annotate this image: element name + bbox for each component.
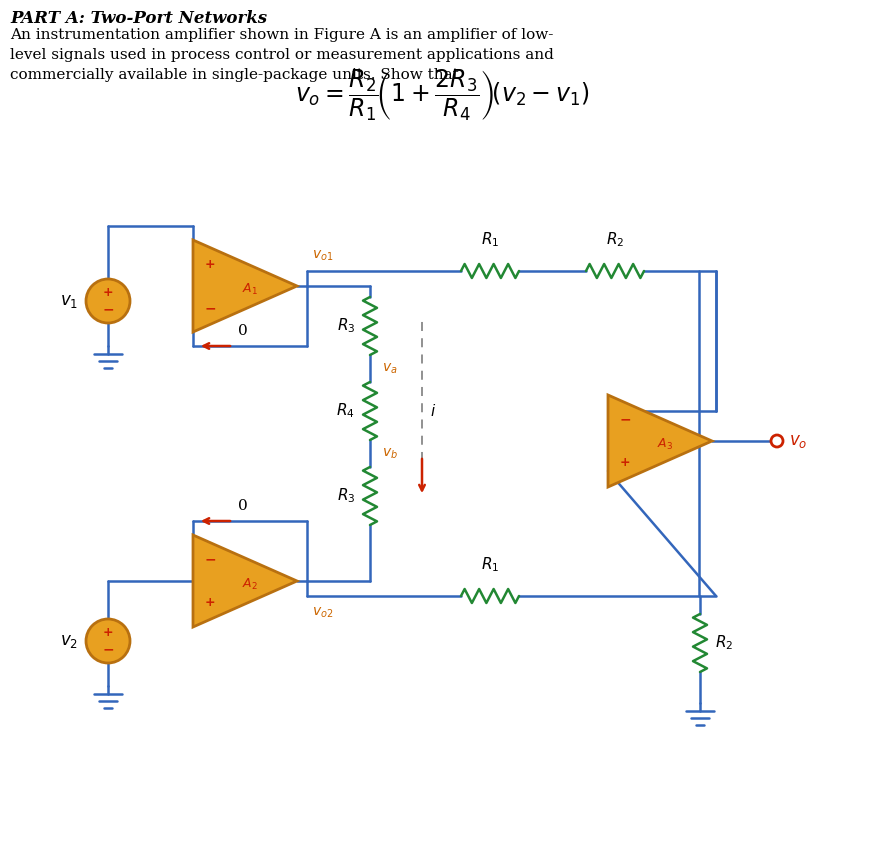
Text: PART A: Two-Port Networks: PART A: Two-Port Networks: [10, 10, 267, 27]
Text: An instrumentation amplifier shown in Figure A is an amplifier of low-: An instrumentation amplifier shown in Fi…: [10, 28, 553, 42]
Polygon shape: [193, 535, 297, 627]
Text: $R_3$: $R_3$: [336, 486, 355, 505]
Text: $v_{o1}$: $v_{o1}$: [312, 249, 334, 263]
Text: $R_1$: $R_1$: [481, 230, 499, 249]
Polygon shape: [193, 240, 297, 332]
Circle shape: [86, 279, 130, 323]
Text: $v_{o2}$: $v_{o2}$: [312, 606, 334, 621]
Text: $v_2$: $v_2$: [60, 633, 78, 649]
Text: $R_2$: $R_2$: [606, 230, 624, 249]
Text: $i$: $i$: [430, 403, 436, 419]
Text: $A_3$: $A_3$: [657, 437, 673, 451]
Text: $R_2$: $R_2$: [715, 634, 734, 653]
Text: +: +: [204, 257, 215, 270]
Text: −: −: [102, 302, 114, 316]
Circle shape: [771, 435, 783, 447]
Text: $v_o = \dfrac{R_2}{R_1}\!\left(1 + \dfrac{2R_3}{R_4}\right)\!(v_2 - v_1)$: $v_o = \dfrac{R_2}{R_1}\!\left(1 + \dfra…: [295, 67, 589, 123]
Text: $A_1$: $A_1$: [242, 282, 258, 296]
Text: $R_1$: $R_1$: [481, 555, 499, 574]
Text: 0: 0: [238, 324, 248, 338]
Text: +: +: [103, 627, 113, 640]
Text: $R_3$: $R_3$: [336, 317, 355, 335]
Text: $v_1$: $v_1$: [60, 293, 78, 309]
Text: level signals used in process control or measurement applications and: level signals used in process control or…: [10, 48, 554, 62]
Text: +: +: [103, 287, 113, 300]
Text: $v_o$: $v_o$: [789, 432, 807, 449]
Text: −: −: [204, 301, 216, 315]
Text: $A_2$: $A_2$: [242, 577, 258, 592]
Text: −: −: [620, 412, 631, 426]
Text: −: −: [102, 642, 114, 656]
Text: 0: 0: [238, 499, 248, 513]
Text: +: +: [204, 597, 215, 610]
Text: $v_b$: $v_b$: [382, 447, 398, 461]
Circle shape: [86, 619, 130, 663]
Text: commercially available in single-package units. Show that: commercially available in single-package…: [10, 68, 458, 82]
Text: −: −: [204, 552, 216, 566]
Polygon shape: [608, 395, 712, 487]
Text: $v_a$: $v_a$: [382, 362, 397, 376]
Text: $R_4$: $R_4$: [336, 401, 355, 420]
Text: +: +: [620, 456, 630, 469]
